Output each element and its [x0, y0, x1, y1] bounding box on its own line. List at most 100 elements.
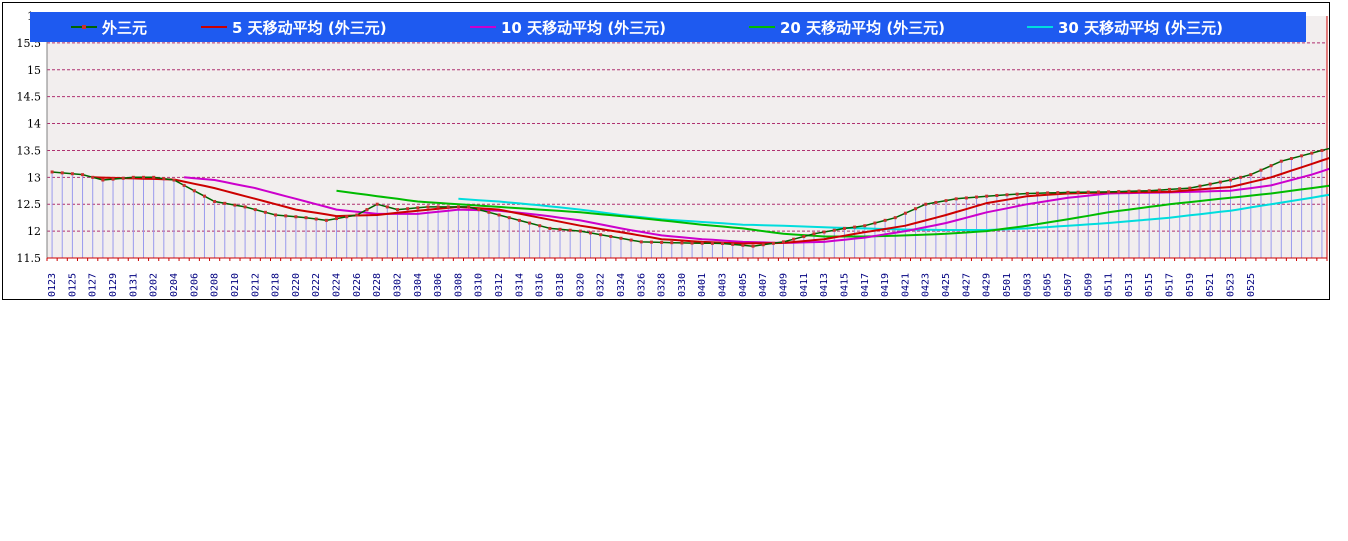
data-point [1218, 180, 1222, 184]
legend-background [30, 12, 1306, 42]
data-point [558, 227, 562, 231]
y-tick-label: 14.5 [17, 91, 42, 104]
data-point [1178, 187, 1182, 191]
data-point [751, 244, 755, 248]
data-point [1005, 193, 1009, 197]
x-tick-label: 0125 [67, 273, 78, 297]
data-point [599, 233, 603, 237]
data-point [934, 200, 938, 204]
x-tick-label: 0511 [1104, 273, 1115, 297]
data-point [1269, 164, 1273, 168]
series-lines [50, 147, 1329, 248]
data-point [182, 183, 186, 187]
x-tick-label: 0417 [860, 273, 871, 297]
y-tick-label: 14 [27, 118, 41, 131]
legend: 外三元 5 天移动平均 (外三元) 10 天移动平均 (外三元) 20 天移动平均 (… [30, 12, 1306, 42]
data-point [1310, 151, 1314, 155]
data-point [1137, 189, 1141, 193]
data-point [1289, 157, 1293, 161]
x-tick-label: 0204 [169, 273, 180, 297]
data-point [284, 214, 288, 218]
data-point [883, 218, 887, 222]
data-point [406, 207, 410, 211]
data-point [782, 240, 786, 244]
x-tick-label: 0413 [819, 273, 830, 297]
data-point [822, 230, 826, 234]
x-tick-label: 0515 [1144, 273, 1155, 297]
data-point [162, 177, 166, 181]
x-tick-label: 0525 [1246, 273, 1257, 297]
data-point [274, 213, 278, 217]
data-point [213, 200, 217, 204]
x-tick-label: 0228 [372, 273, 383, 297]
data-point [1239, 175, 1243, 179]
x-tick-label: 0423 [921, 273, 932, 297]
data-point [152, 175, 156, 179]
data-point [1188, 186, 1192, 190]
data-point [314, 217, 318, 221]
data-point [436, 205, 440, 209]
data-point [761, 243, 765, 247]
data-point [70, 172, 74, 176]
x-tick-label: 0519 [1185, 273, 1196, 297]
data-point [731, 242, 735, 246]
data-point [741, 243, 745, 247]
legend-label: 10 天移动平均 (外三元) [501, 19, 666, 37]
x-tick-label: 0326 [636, 273, 647, 297]
data-point [690, 241, 694, 245]
data-point [355, 213, 359, 217]
data-point [304, 216, 308, 220]
data-point [578, 229, 582, 233]
data-point [1279, 159, 1283, 163]
data-point [385, 205, 389, 209]
data-point [649, 240, 653, 244]
y-tick-label: 13 [27, 171, 41, 184]
x-tick-label: 0218 [271, 273, 282, 297]
data-point [710, 241, 714, 245]
x-tick-label: 0222 [311, 273, 322, 297]
data-point [700, 241, 704, 245]
x-tick-label: 0509 [1083, 273, 1094, 297]
data-point [1249, 173, 1253, 177]
x-tick-label: 0304 [413, 273, 424, 297]
data-point [477, 208, 481, 212]
data-point [1198, 184, 1202, 188]
data-point [1035, 191, 1039, 195]
x-tick-label: 0517 [1165, 273, 1176, 297]
series-line-1 [92, 157, 1329, 245]
data-point [1157, 188, 1161, 192]
x-tick-label: 0324 [616, 273, 627, 297]
x-tick-label: 0314 [514, 273, 525, 297]
x-tick-label: 0415 [839, 273, 850, 297]
grid-lines [47, 42, 1327, 232]
x-tick-label: 0409 [779, 273, 790, 297]
data-point [91, 175, 95, 179]
x-tick-label: 0501 [1002, 273, 1013, 297]
data-point [568, 228, 572, 232]
legend-label: 5 天移动平均 (外三元) [232, 19, 387, 37]
data-point [619, 236, 623, 240]
data-point [294, 215, 298, 219]
x-tick-label: 0403 [718, 273, 729, 297]
x-tick-label: 0312 [494, 273, 505, 297]
x-tick-labels: 0123 0125 0127 0129 0131 0202 0204 0206 0208 0210… [47, 273, 1257, 297]
x-tick-label: 0212 [250, 273, 261, 297]
data-point [335, 217, 339, 221]
x-tick-label: 0419 [880, 273, 891, 297]
data-point [1025, 191, 1029, 195]
data-point [253, 208, 257, 212]
data-point [548, 226, 552, 230]
x-tick-label: 0507 [1063, 273, 1074, 297]
data-point [1208, 182, 1212, 186]
data-point [792, 237, 796, 241]
x-tick-label: 0202 [149, 273, 160, 297]
x-tick-label: 0206 [189, 273, 200, 297]
x-tick-label: 0523 [1225, 273, 1236, 297]
x-tick-label: 0123 [47, 273, 58, 297]
data-point [538, 224, 542, 228]
x-tick-label: 0401 [697, 273, 708, 297]
data-point [81, 173, 85, 177]
data-point [1127, 189, 1131, 193]
data-point [924, 202, 928, 206]
